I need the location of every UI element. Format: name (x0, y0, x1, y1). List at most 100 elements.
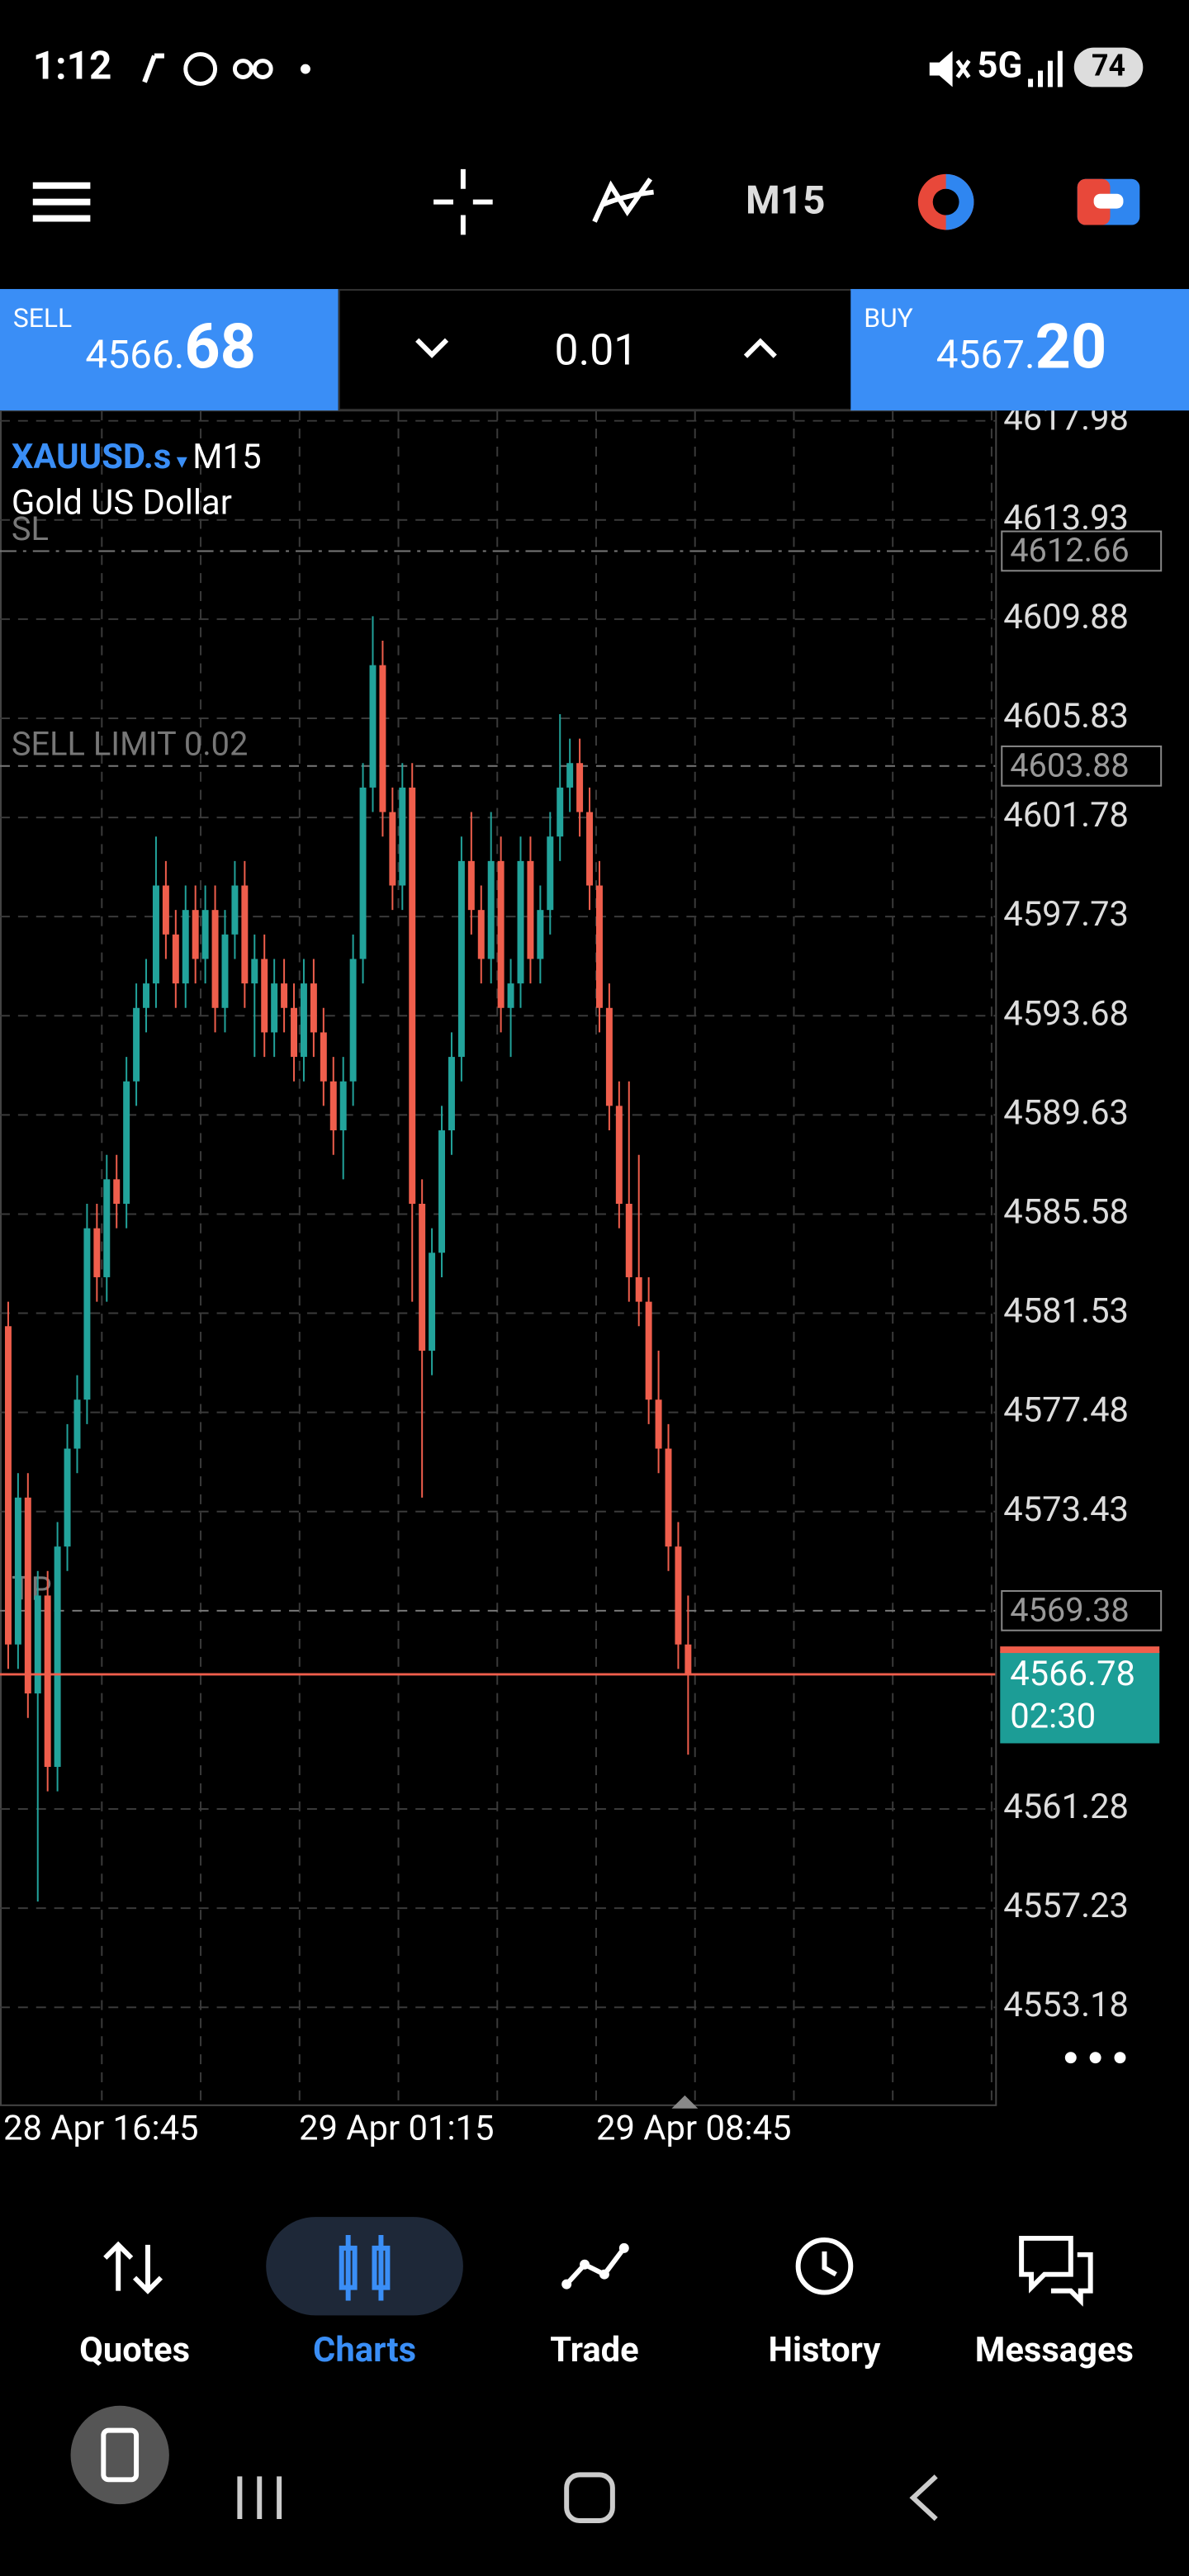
candle-body (517, 860, 524, 984)
candle-body (615, 1106, 623, 1205)
network: 5G (977, 45, 1023, 88)
nav-label: Charts (313, 2332, 417, 2372)
candle-body (527, 860, 534, 959)
candle-body (24, 1497, 31, 1694)
y-tick-label: 4617.98 (1003, 410, 1129, 438)
buy-button[interactable]: BUY 4567.20 (850, 289, 1189, 411)
candle-body (14, 1497, 21, 1645)
candle-body (399, 787, 406, 886)
nav-charts[interactable]: Charts (249, 2217, 479, 2381)
objects-button[interactable] (917, 173, 974, 230)
sell-label: SELL (12, 301, 73, 334)
chart-timeframe: M15 (192, 438, 262, 478)
candle-body (251, 959, 258, 984)
candle-body (143, 983, 149, 1008)
volume-down[interactable] (412, 334, 452, 363)
y-tick-label: 4609.88 (1003, 597, 1129, 637)
candle-body (211, 910, 219, 1008)
candle-body (359, 787, 367, 959)
bar-countdown: 02:30 (1010, 1697, 1096, 1737)
order-level-box (1001, 745, 1163, 787)
nav-label: Trade (550, 2332, 639, 2372)
candle-body (547, 836, 554, 911)
y-tick-label: 4553.18 (1003, 1985, 1129, 2025)
y-tick-label: 4561.28 (1003, 1787, 1129, 1827)
order-level-value: 4569.38 (1010, 1590, 1130, 1629)
candle-body (349, 959, 357, 1082)
candle-body (438, 1130, 446, 1253)
buy-price: 4567.20 (936, 312, 1107, 385)
candle-body (339, 1081, 347, 1131)
menu-button[interactable] (32, 182, 91, 222)
candle-body (64, 1448, 71, 1547)
volume[interactable]: 0.01 (554, 326, 638, 376)
candle-body (320, 1032, 327, 1082)
order-level-label: SELL LIMIT 0.02 (12, 724, 248, 763)
crosshair-button[interactable] (433, 168, 493, 235)
candle-body (605, 1007, 613, 1106)
candle-body (457, 860, 465, 1058)
sell-button[interactable]: SELL 4566.68 (0, 289, 339, 411)
volume-box: 0.01 (338, 289, 855, 411)
candle-body (625, 1204, 632, 1277)
candle-body (291, 1007, 297, 1058)
nav-history[interactable]: History (709, 2217, 939, 2381)
candle-body (281, 983, 288, 1008)
candle-body (241, 885, 249, 984)
indicators-button[interactable] (592, 178, 654, 223)
candle-body (93, 1228, 101, 1277)
candle-body (685, 1644, 692, 1674)
candle-body (645, 1301, 652, 1400)
trade-button[interactable] (1077, 178, 1140, 225)
candle-body (182, 910, 189, 984)
sell-price-small: 4566. (85, 331, 185, 378)
nav-trade[interactable]: Trade (480, 2217, 709, 2381)
candle-body (389, 812, 396, 886)
sell-price-large: 68 (184, 311, 257, 385)
chart-symbol-row: XAUUSD.s ▾ M15 (11, 438, 262, 478)
y-tick-label: 4605.83 (1003, 696, 1129, 736)
candle-body (300, 983, 307, 1058)
symbol-description: Gold US Dollar (11, 484, 232, 524)
timeframe-button[interactable]: M15 (745, 177, 826, 224)
volume-up[interactable] (741, 334, 780, 363)
candle-body (576, 763, 584, 812)
candle-body (507, 983, 514, 1008)
candle-body (133, 1007, 140, 1082)
active-tab-pill (266, 2217, 463, 2316)
candle-body (635, 1276, 642, 1302)
symbol[interactable]: XAUUSD.s (11, 438, 172, 478)
order-level-box (1001, 530, 1163, 572)
nav-label: Messages (974, 2332, 1135, 2372)
candle-body (409, 787, 416, 1205)
buy-price-large: 20 (1035, 311, 1107, 385)
y-tick-label: 4585.58 (1003, 1191, 1129, 1232)
y-tick-label: 4557.23 (1003, 1886, 1129, 1926)
candle-body (103, 1179, 111, 1277)
recents-button[interactable] (237, 2476, 282, 2520)
nav-label: Quotes (79, 2332, 191, 2372)
candle-body (73, 1399, 81, 1449)
candle-body (497, 860, 504, 1008)
candle-body (448, 1057, 455, 1131)
y-tick-label: 4601.78 (1003, 795, 1129, 836)
nav-messages[interactable]: Messages (940, 2217, 1169, 2381)
sell-price: 4566.68 (85, 312, 256, 385)
home-button[interactable] (564, 2472, 615, 2524)
candle-body (419, 1204, 426, 1351)
y-tick-label: 4589.63 (1003, 1092, 1129, 1133)
order-level-value: 4603.88 (1010, 746, 1130, 784)
y-tick-label: 4593.68 (1003, 993, 1129, 1034)
x-tick-label: 29 Apr 08:45 (595, 2110, 792, 2150)
float-button[interactable] (70, 2405, 169, 2505)
back-button[interactable] (909, 2474, 938, 2522)
candle-body (4, 1326, 12, 1645)
nav-quotes[interactable]: Quotes (20, 2217, 249, 2381)
more-dot (1064, 2052, 1077, 2064)
clock: 1:12 (32, 42, 112, 89)
y-tick-label: 4573.43 (1003, 1489, 1129, 1530)
candle-body (162, 885, 169, 935)
candle-body (379, 665, 386, 812)
y-tick-label: 4597.73 (1003, 894, 1129, 935)
